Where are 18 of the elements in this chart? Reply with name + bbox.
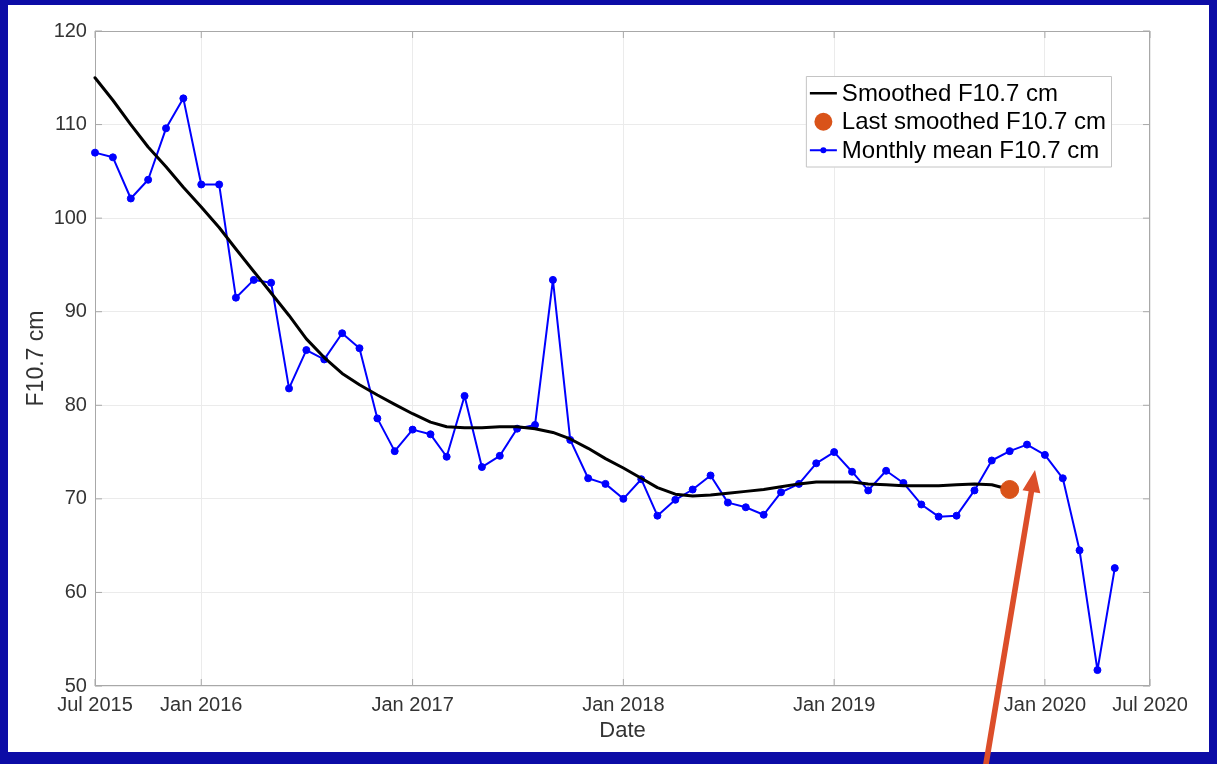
y-tick-label: 80: [64, 392, 87, 415]
x-tick-label: Jan 2019: [792, 692, 876, 715]
y-tick-label: 60: [64, 579, 87, 602]
x-tick-label: Jan 2016: [160, 692, 243, 715]
y-tick-label: 100: [53, 205, 87, 228]
legend-label: Last smoothed F10.7 cm: [841, 107, 1107, 135]
y-tick-label: 90: [64, 299, 87, 322]
x-tick-label: Jan 2017: [371, 692, 454, 715]
legend-label: Smoothed F10.7 cm: [841, 78, 1058, 106]
y-tick-label: 120: [53, 18, 87, 41]
y-axis-title: F10.7 cm: [22, 310, 49, 407]
y-tick-label: 70: [64, 486, 87, 509]
x-tick-label: Jan 2018: [582, 692, 665, 715]
x-tick-label: Jan 2020: [1003, 692, 1087, 715]
legend-label: Monthly mean F10.7 cm: [841, 135, 1100, 163]
y-tick-label: 110: [55, 112, 87, 135]
x-axis-title: Date: [599, 716, 646, 742]
x-tick-label: Jul 2020: [1112, 692, 1188, 715]
